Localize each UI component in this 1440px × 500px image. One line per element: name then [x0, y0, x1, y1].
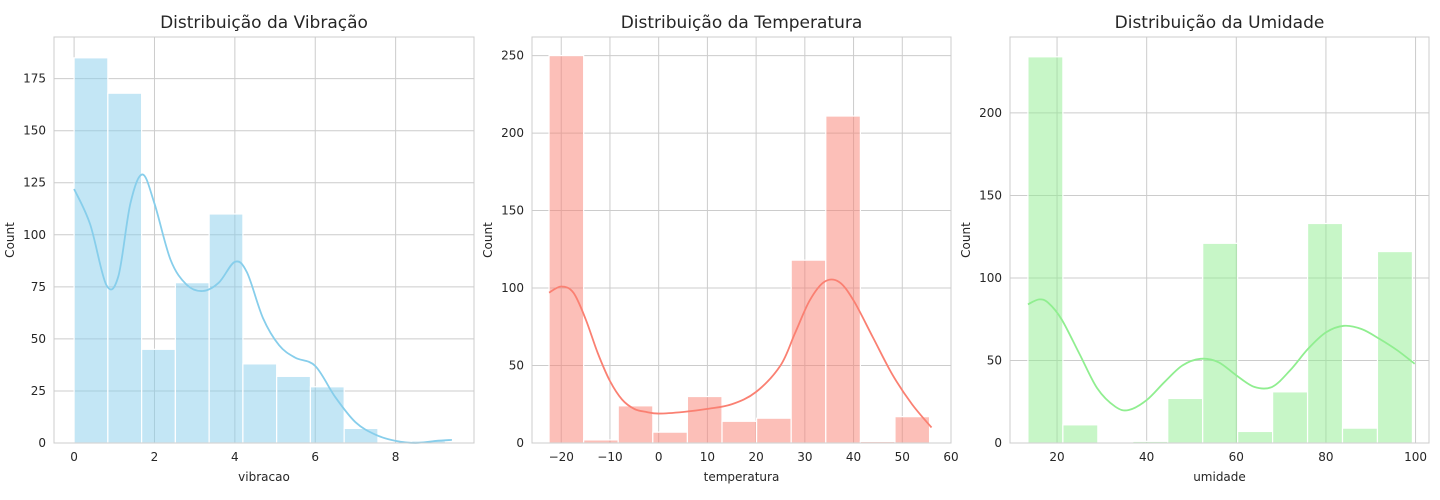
humidity-x-tick-label: 60	[1229, 450, 1244, 464]
humidity-histogram-bar	[1272, 391, 1309, 444]
temperature-y-tick-label: 50	[509, 359, 524, 373]
temperature-y-axis-label: Count	[481, 222, 495, 258]
humidity-y-tick-label: 150	[979, 188, 1002, 202]
vibration-y-axis-label: Count	[3, 222, 17, 258]
vibration-plot-frame	[53, 36, 475, 444]
humidity-histogram-panel: 20 40 60 80 100 0 50 100 150 200 Distribuição da U…	[959, 13, 1430, 484]
humidity-histogram-bar	[1376, 250, 1414, 444]
humidity-x-tick-label: 80	[1318, 450, 1333, 464]
vibration-histogram-bar	[107, 92, 143, 444]
temperature-histogram-bar	[548, 54, 585, 444]
temperature-x-tick-label: 60	[943, 450, 958, 464]
vibration-y-tick-label: 75	[31, 280, 46, 294]
temperature-x-tick-label: 20	[748, 450, 763, 464]
temperature-x-tick-label: 0	[655, 450, 663, 464]
vibration-histogram-bar	[276, 375, 312, 444]
temperature-x-tick-label: 50	[895, 450, 910, 464]
humidity-y-tick-label: 0	[994, 436, 1002, 450]
temperature-x-tick-label: 30	[797, 450, 812, 464]
humidity-histogram-bar	[1167, 397, 1204, 444]
temperature-y-tick-label: 250	[501, 49, 524, 63]
temperature-histogram-bar	[756, 417, 792, 444]
humidity-histogram-bar	[1202, 242, 1239, 444]
humidity-chart-title: Distribuição da Umidade	[1115, 13, 1325, 33]
vibration-histogram-bar	[174, 282, 210, 444]
vibration-x-tick-label: 6	[311, 450, 319, 464]
vibration-y-tick-label: 100	[23, 228, 46, 242]
temperature-histogram-bar	[686, 395, 723, 444]
temperature-chart-title: Distribuição da Temperatura	[621, 13, 863, 33]
temperature-x-tick-label: −10	[597, 450, 622, 464]
vibration-histogram-bar	[73, 57, 109, 444]
humidity-x-tick-label: 100	[1404, 450, 1427, 464]
vibration-histogram-panel: 0 2 4 6 8 0 25 50 75 100 125 150 175 Distribuição da …	[3, 13, 475, 484]
vibration-y-tick-label: 50	[31, 332, 46, 346]
vibration-x-tick-label: 0	[70, 450, 78, 464]
humidity-plot-frame	[1009, 36, 1430, 444]
humidity-histogram-bar	[1062, 424, 1099, 444]
humidity-x-tick-label: 20	[1049, 450, 1064, 464]
temperature-x-tick-label: −20	[549, 450, 574, 464]
vibration-x-tick-label: 8	[392, 450, 400, 464]
vibration-y-tick-label: 150	[23, 124, 46, 138]
vibration-chart-title: Distribuição da Vibração	[160, 13, 368, 33]
vibration-y-tick-label: 25	[31, 384, 46, 398]
vibration-x-tick-label: 2	[151, 450, 159, 464]
temperature-histogram-panel: −20 −10 0 10 20 30 40 50 60 0 50 100 150 200 250 Distri…	[481, 13, 959, 484]
temperature-y-tick-label: 150	[501, 204, 524, 218]
temperature-histogram-bar	[721, 420, 758, 444]
humidity-y-tick-label: 100	[979, 271, 1002, 285]
humidity-y-tick-label: 200	[979, 106, 1002, 120]
temperature-y-tick-label: 0	[516, 436, 524, 450]
temperature-x-axis-label: temperatura	[704, 470, 780, 484]
vibration-histogram-bar	[343, 427, 379, 444]
vibration-y-tick-label: 0	[38, 436, 46, 450]
vibration-histogram-bar	[141, 348, 176, 444]
humidity-histogram-bar	[1027, 56, 1064, 444]
humidity-x-axis-label: umidade	[1193, 470, 1246, 484]
temperature-kde-line	[548, 278, 933, 429]
vibration-histogram-bar	[309, 386, 345, 444]
vibration-histogram-bar	[242, 363, 278, 444]
temperature-y-tick-label: 100	[501, 281, 524, 295]
vibration-x-axis-label: vibracao	[238, 470, 290, 484]
vibration-kde-line	[73, 173, 452, 444]
humidity-kde-line	[1027, 298, 1416, 412]
humidity-histogram-bar	[1341, 427, 1379, 444]
humidity-y-tick-label: 50	[987, 353, 1002, 367]
temperature-y-tick-label: 200	[501, 126, 524, 140]
vibration-y-tick-label: 175	[23, 72, 46, 86]
vibration-histogram-bar	[208, 213, 244, 444]
temperature-x-tick-label: 40	[846, 450, 861, 464]
temperature-histogram-bar	[790, 259, 827, 444]
vibration-y-tick-label: 125	[23, 176, 46, 190]
temperature-x-tick-label: 10	[700, 450, 715, 464]
temperature-histogram-bar	[652, 431, 689, 444]
temperature-histogram-bar	[894, 416, 931, 444]
temperature-plot-frame	[531, 36, 952, 444]
humidity-x-tick-label: 40	[1139, 450, 1154, 464]
humidity-histogram-bar	[1237, 430, 1274, 444]
vibration-x-tick-label: 4	[231, 450, 239, 464]
humidity-y-axis-label: Count	[959, 222, 973, 258]
